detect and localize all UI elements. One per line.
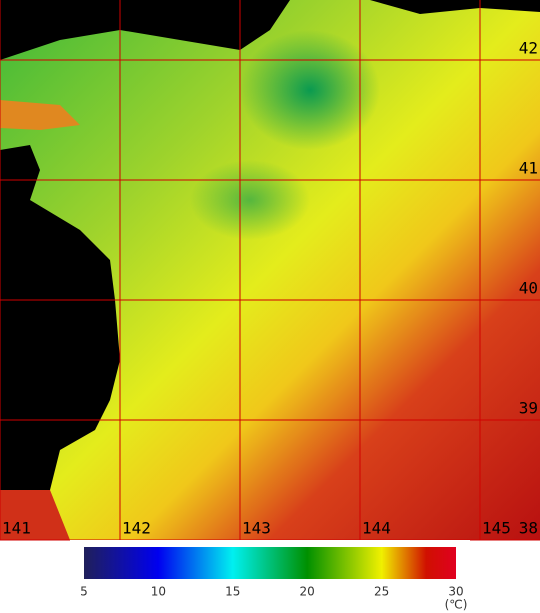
lat-label: 38 — [519, 519, 538, 538]
colorbar — [84, 547, 456, 579]
colorbar-tick-label: 5 — [80, 585, 88, 599]
lon-label: 144 — [362, 519, 391, 538]
unit-label: (℃) — [445, 598, 468, 612]
colorbar-tick-label: 25 — [374, 585, 389, 599]
lon-label: 143 — [242, 519, 271, 538]
lon-label: 141 — [2, 519, 31, 538]
lat-label: 42 — [519, 39, 538, 58]
lon-label: 145 — [482, 519, 511, 538]
colorbar-tick-label: 20 — [300, 585, 315, 599]
lat-label: 41 — [519, 159, 538, 178]
colorbar-tick-label: 10 — [151, 585, 166, 599]
lat-label: 40 — [519, 279, 538, 298]
lat-label: 39 — [519, 399, 538, 418]
graticule-labels: 141 142 143 144 145 42 41 40 39 38 — [2, 39, 538, 538]
colorbar-tick-label: 30 — [448, 585, 463, 599]
lon-label: 142 — [122, 519, 151, 538]
colorbar-tick-label: 15 — [225, 585, 240, 599]
map-image — [0, 0, 540, 540]
colorbar-ticks: 5 10 15 20 25 30 — [80, 585, 463, 599]
